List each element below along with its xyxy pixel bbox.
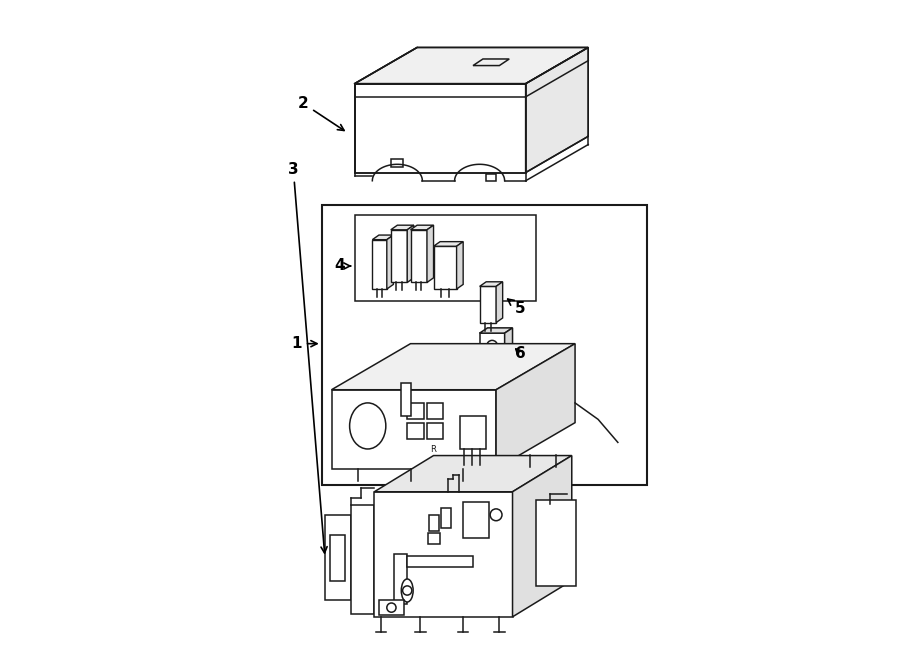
Polygon shape [391,230,407,282]
Polygon shape [512,455,572,617]
Text: 3: 3 [288,162,327,553]
Polygon shape [505,328,512,358]
Polygon shape [391,225,414,230]
Polygon shape [325,515,351,600]
Polygon shape [536,500,576,586]
Polygon shape [427,225,434,282]
Text: 6: 6 [515,346,526,361]
Polygon shape [374,492,512,617]
Bar [429,515,439,531]
Bar [394,555,407,603]
Text: R: R [430,446,436,454]
Polygon shape [526,48,589,173]
Bar [464,502,490,538]
Polygon shape [480,282,503,286]
Bar [407,556,473,567]
Polygon shape [407,225,414,282]
Bar [407,403,424,419]
Bar [486,174,496,180]
Text: 2: 2 [298,96,344,130]
Text: 4: 4 [334,258,351,274]
Bar [427,422,444,439]
Polygon shape [410,230,427,282]
Polygon shape [331,344,575,390]
Bar [330,535,345,580]
Polygon shape [373,235,393,240]
Polygon shape [374,455,572,492]
Bar [427,403,444,419]
Polygon shape [434,242,464,247]
Text: 5: 5 [508,299,526,316]
Bar [441,508,451,528]
Bar [355,215,536,301]
Bar [460,416,486,449]
Polygon shape [496,282,503,323]
Bar [407,422,424,439]
Bar [321,206,647,485]
Polygon shape [351,505,374,613]
Polygon shape [410,225,434,230]
Bar [379,600,404,615]
Bar [428,533,440,545]
Bar [391,159,402,167]
Polygon shape [373,240,387,289]
Polygon shape [331,390,496,469]
Polygon shape [496,344,575,469]
Polygon shape [387,235,393,289]
Polygon shape [355,84,526,173]
Ellipse shape [401,579,413,602]
Bar [400,383,410,416]
Polygon shape [480,286,496,323]
Text: 1: 1 [292,336,317,351]
Polygon shape [456,242,464,289]
Polygon shape [355,48,589,84]
Polygon shape [480,333,505,358]
Polygon shape [434,247,456,289]
Polygon shape [480,328,512,333]
